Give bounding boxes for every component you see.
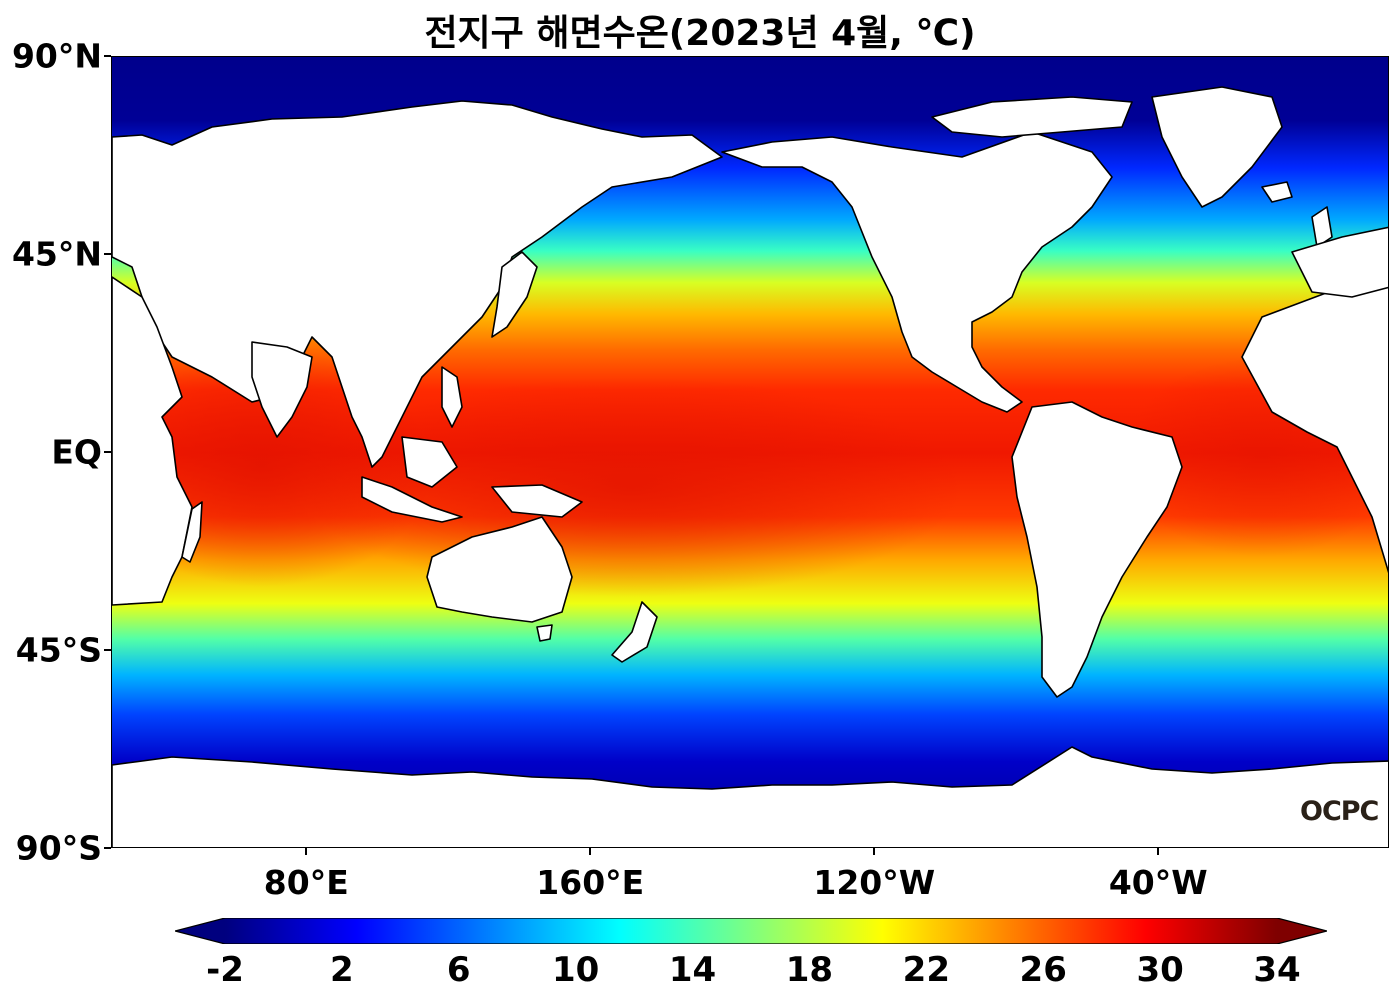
lat-tick-1 bbox=[104, 253, 111, 255]
colorbar-gradient bbox=[225, 918, 1277, 944]
borneo bbox=[401, 436, 458, 488]
lat-tick-0 bbox=[104, 55, 111, 57]
madagascar bbox=[181, 501, 203, 563]
philippines bbox=[441, 366, 463, 428]
australia bbox=[426, 516, 573, 623]
africa-landmass bbox=[112, 276, 193, 606]
africa-west-edge bbox=[1241, 281, 1388, 574]
europe-edge bbox=[1291, 226, 1388, 298]
colorbar-tick-label-5: 18 bbox=[785, 950, 834, 990]
colorbar-tick-label-4: 14 bbox=[668, 950, 717, 990]
colorbar-tick-label-8: 30 bbox=[1136, 950, 1184, 990]
lat-tick-4 bbox=[104, 847, 111, 849]
colorbar-tick-label-6: 22 bbox=[902, 950, 950, 990]
ocpc-logo: OCPC bbox=[1300, 796, 1379, 827]
lon-tick-3 bbox=[1157, 848, 1160, 855]
uk bbox=[1311, 206, 1333, 248]
lat-tick-2 bbox=[104, 451, 111, 453]
north-america bbox=[721, 131, 1113, 413]
lat-label-2: EQ bbox=[51, 432, 102, 472]
lat-label-0: 90°N bbox=[11, 36, 102, 76]
india bbox=[251, 341, 313, 438]
lon-label-1: 160°E bbox=[536, 863, 645, 902]
map-title: 전지구 해면수온(2023년 4월, ℃) bbox=[424, 13, 976, 54]
new-guinea bbox=[491, 484, 583, 518]
lat-label-4: 90°S bbox=[15, 828, 102, 868]
colorbar-extend-high bbox=[1277, 918, 1327, 944]
lon-label-0: 80°E bbox=[263, 863, 349, 902]
south-america bbox=[1011, 401, 1183, 698]
lat-tick-3 bbox=[104, 649, 111, 651]
colorbar bbox=[175, 918, 1327, 944]
colorbar-extend-low bbox=[175, 918, 225, 944]
greenland bbox=[1151, 86, 1283, 208]
colorbar-tick-label-2: 6 bbox=[446, 950, 471, 990]
lon-label-2: 120°W bbox=[813, 863, 936, 902]
tasmania bbox=[536, 624, 553, 642]
iceland bbox=[1261, 181, 1293, 203]
lat-label-3: 45°S bbox=[15, 630, 102, 670]
sst-map-svg bbox=[112, 57, 1388, 847]
lon-label-3: 40°W bbox=[1108, 863, 1208, 902]
arctic-islands bbox=[931, 96, 1133, 138]
lon-tick-0 bbox=[305, 848, 308, 855]
lat-label-1: 45°N bbox=[11, 234, 102, 274]
sumatra-java bbox=[361, 476, 463, 523]
colorbar-tick-label-0: -2 bbox=[206, 950, 244, 990]
lon-tick-1 bbox=[589, 848, 592, 855]
antarctica bbox=[112, 746, 1388, 847]
colorbar-tick-label-9: 34 bbox=[1253, 950, 1301, 990]
lon-tick-2 bbox=[873, 848, 876, 855]
colorbar-tick-label-3: 10 bbox=[551, 950, 600, 990]
new-zealand bbox=[611, 601, 658, 663]
japan bbox=[491, 251, 538, 338]
continents bbox=[112, 86, 1388, 847]
sst-map bbox=[111, 56, 1389, 848]
colorbar-tick-label-7: 26 bbox=[1019, 950, 1067, 990]
colorbar-tick-label-1: 2 bbox=[330, 950, 354, 990]
